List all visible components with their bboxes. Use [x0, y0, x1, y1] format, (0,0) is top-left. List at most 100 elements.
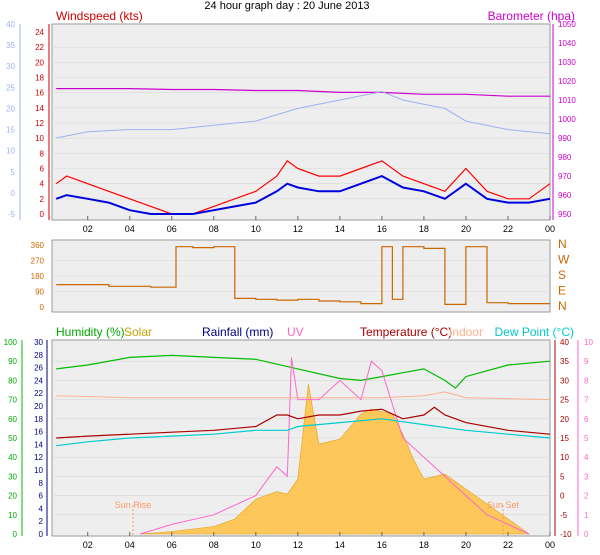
chart-title: 24 hour graph day : 20 June 2013: [204, 0, 369, 12]
direction-tick-label: 90: [35, 288, 44, 297]
uv-tick-label: 7: [584, 396, 589, 405]
wind-tick-label: 4: [40, 180, 45, 189]
solar-label: Solar: [124, 325, 152, 339]
x-tick-label: 12: [293, 540, 303, 550]
humidity-tick-label: 80: [8, 376, 17, 385]
temp-tick-label: 30: [560, 376, 569, 385]
wind-tick-label: 2: [40, 195, 45, 204]
outer-tick-label: 35: [6, 41, 15, 50]
baro-tick-label: 1030: [558, 58, 576, 67]
temp-tick-label: 0: [560, 492, 565, 501]
wind-axis-label: Windspeed (kts): [56, 9, 143, 23]
baro-axis-label: Barometer (hpa): [488, 9, 575, 23]
wind-tick-label: 20: [35, 58, 44, 67]
baro-tick-label: 990: [558, 134, 572, 143]
temperature-line: [56, 406, 551, 439]
x-tick-label: 04: [125, 224, 135, 234]
rain-tick-label: 6: [39, 492, 44, 501]
x-tick-label: 16: [377, 540, 387, 550]
temp-label: Temperature (°C): [360, 325, 452, 339]
outer-tick-label: 15: [6, 126, 15, 135]
x-tick-label: 20: [461, 540, 471, 550]
solar-area: [140, 384, 530, 535]
x-tick-label: 16: [377, 224, 387, 234]
uv-tick-label: 2: [584, 492, 589, 501]
rain-tick-label: 18: [34, 415, 43, 424]
indoor-temp-line: [56, 391, 551, 401]
temp-tick-label: -5: [560, 511, 568, 520]
rain-tick-label: 10: [34, 466, 43, 475]
x-tick-label: 06: [167, 540, 177, 550]
uv-tick-label: 5: [584, 434, 589, 443]
x-tick-label: 22: [503, 540, 513, 550]
rain-tick-label: 20: [34, 402, 43, 411]
wind-tick-label: 18: [35, 74, 44, 83]
outer-tick-label: 10: [6, 147, 15, 156]
sunrise-label: Sun Rise: [115, 500, 152, 510]
rain-tick-label: 2: [39, 517, 44, 526]
temp-tick-label: 10: [560, 453, 569, 462]
x-tick-label: 18: [419, 540, 429, 550]
direction-tick-label: 180: [31, 272, 45, 281]
temp-tick-label: 35: [560, 357, 569, 366]
temp-tick-label: 25: [560, 396, 569, 405]
dewpoint-line: [56, 418, 551, 447]
rain-label: Rainfall (mm): [202, 325, 273, 339]
x-tick-label: 00: [545, 540, 555, 550]
x-tick-label: 02: [83, 224, 93, 234]
dewpoint-label: Dew Point (°C): [495, 325, 574, 339]
baro-tick-label: 1040: [558, 39, 576, 48]
x-tick-label: 08: [209, 224, 219, 234]
direction-tick-label: 0: [40, 303, 45, 312]
humidity-tick-label: 0: [13, 530, 18, 539]
avg-wind-line: [55, 175, 551, 215]
temp-tick-label: 5: [560, 472, 565, 481]
x-tick-label: 14: [335, 540, 345, 550]
direction-tick-label: 360: [31, 241, 45, 250]
baro-tick-label: 960: [558, 191, 572, 200]
x-tick-label: 10: [251, 540, 261, 550]
humidity-tick-label: 100: [4, 338, 18, 347]
uv-tick-label: 10: [584, 338, 593, 347]
baro-tick-label: 1010: [558, 96, 576, 105]
uv-tick-label: 6: [584, 415, 589, 424]
compass-label: S: [558, 268, 566, 282]
x-tick-label: 06: [167, 224, 177, 234]
wind-direction-line: [56, 246, 550, 305]
compass-label: N: [558, 237, 567, 251]
humidity-tick-label: 90: [8, 357, 17, 366]
compass-label: N: [558, 299, 567, 313]
humidity-tick-label: 30: [8, 472, 17, 481]
rain-tick-label: 8: [39, 479, 44, 488]
x-tick-label: 10: [251, 224, 261, 234]
uv-label: UV: [287, 325, 304, 339]
humidity-label: Humidity (%): [56, 325, 125, 339]
x-tick-label: 04: [125, 540, 135, 550]
humidity-tick-label: 50: [8, 434, 17, 443]
uv-tick-label: 1: [584, 511, 589, 520]
compass-label: E: [558, 284, 566, 298]
baro-tick-label: 980: [558, 153, 572, 162]
temp-tick-label: -10: [560, 530, 572, 539]
temp-tick-label: 40: [560, 338, 569, 347]
outer-tick-label: 0: [11, 189, 16, 198]
rain-tick-label: 4: [39, 504, 44, 513]
x-tick-label: 18: [419, 224, 429, 234]
outer-tick-label: 5: [11, 168, 16, 177]
uv-tick-label: 3: [584, 472, 589, 481]
rain-tick-label: 22: [34, 389, 43, 398]
wind-tick-label: 12: [35, 119, 44, 128]
outer-tick-label: 40: [6, 20, 15, 29]
wind-tick-label: 22: [35, 43, 44, 52]
outer-scale-line: [56, 91, 551, 139]
x-tick-label: 00: [545, 224, 555, 234]
humidity-tick-label: 20: [8, 492, 17, 501]
gust-line: [55, 160, 551, 215]
x-tick-label: 14: [335, 224, 345, 234]
rain-tick-label: 30: [34, 338, 43, 347]
outer-tick-label: 25: [6, 83, 15, 92]
humidity-tick-label: 40: [8, 453, 17, 462]
baro-tick-label: 950: [558, 210, 572, 219]
compass-label: W: [558, 253, 570, 267]
